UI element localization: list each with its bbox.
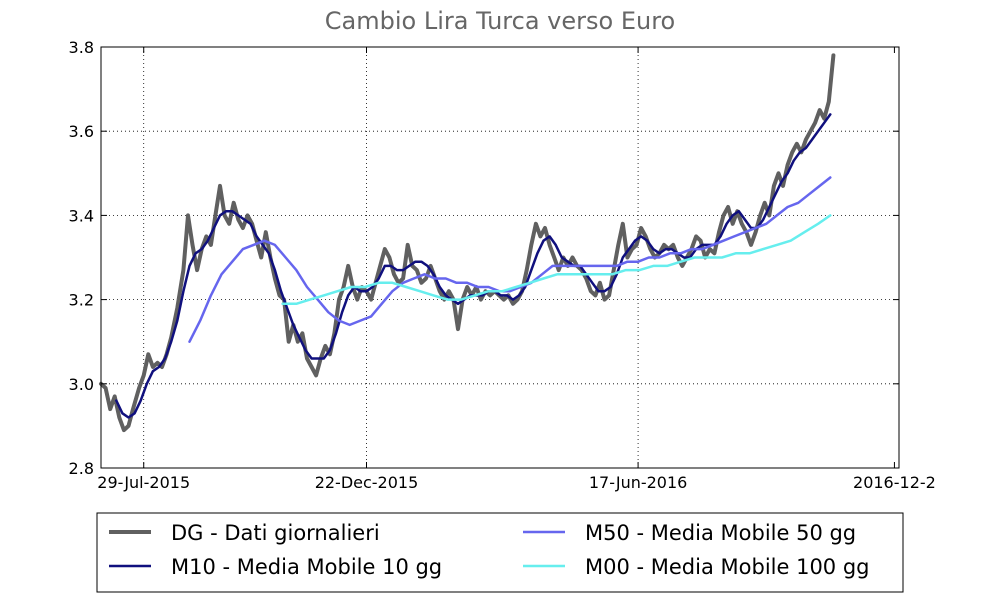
y-tick-label: 3.6	[69, 122, 94, 141]
y-tick-label: 3.2	[69, 291, 94, 310]
axis-ticks: 2.8 3.0 3.2 3.4 3.6 3.8 29-Jul-2015 22-Dec-2015…	[69, 38, 936, 492]
x-tick-label: 22-Dec-2015	[315, 473, 419, 492]
legend-label-1: DG - Dati giornalieri	[171, 521, 380, 545]
legend-frame	[96, 512, 904, 593]
y-tick-label: 3.4	[69, 206, 94, 225]
y-tick-label: 3.0	[69, 375, 94, 394]
legend-label-3: M50 - Media Mobile 50 gg	[585, 521, 856, 545]
x-tick-label: 29-Jul-2015	[97, 473, 190, 492]
x-tick-label: 2016-12-2	[853, 473, 936, 492]
legend-label-2: M10 - Media Mobile 10 gg	[171, 555, 442, 579]
legend-label-4: M00 - Media Mobile 100 gg	[585, 555, 870, 579]
plot-area-frame	[100, 46, 900, 469]
legend: DG - Dati giornalieri M10 - Media Mobile …	[96, 512, 904, 593]
y-tick-label: 2.8	[69, 459, 94, 478]
series-line-1	[99, 53, 836, 433]
y-tick-label: 3.8	[69, 38, 94, 57]
x-tick-label: 17-Jun-2016	[589, 473, 688, 492]
series-lines	[99, 53, 836, 433]
series-line-3	[188, 176, 832, 343]
chart-title: Cambio Lira Turca verso Euro	[325, 7, 675, 35]
series-line-4	[281, 214, 832, 306]
